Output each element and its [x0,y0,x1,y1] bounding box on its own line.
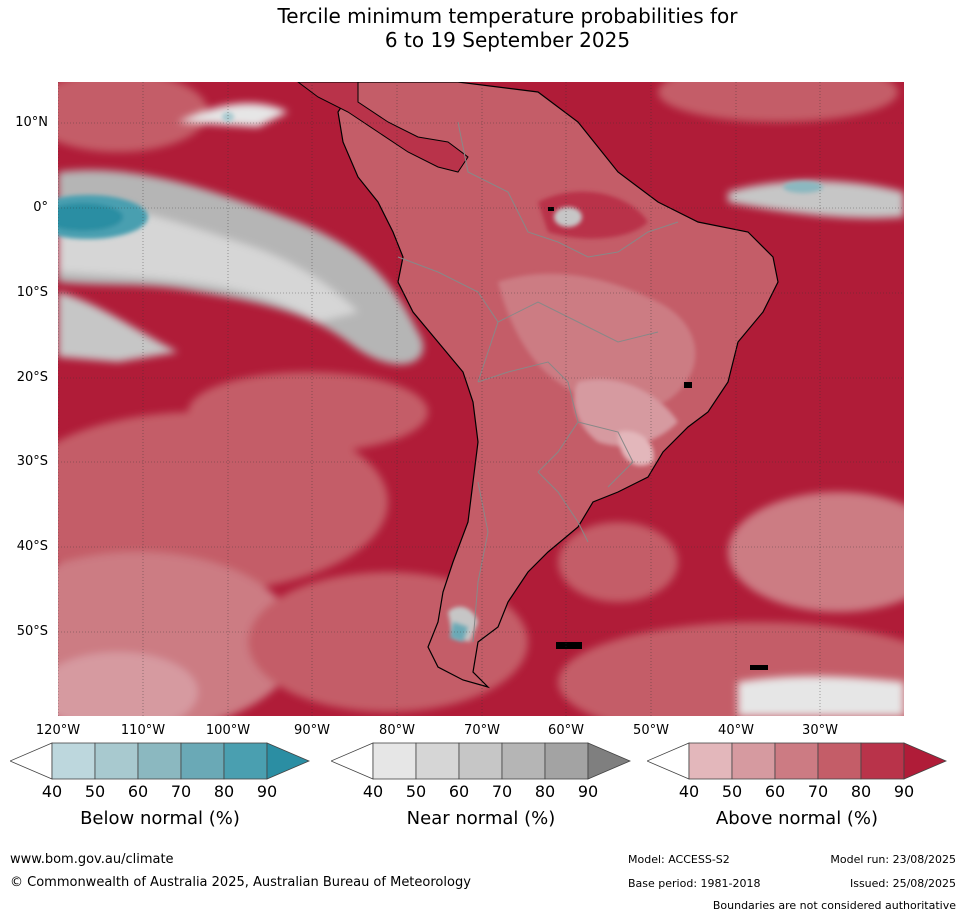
colorbar-segment [860,742,905,780]
map-svg [58,82,904,716]
footer-disclaimer: Boundaries are not considered authoritat… [712,899,956,912]
colorbar-segment [372,742,417,780]
colorbar-low-extend [645,742,690,780]
colorbar-tick-label: 80 [213,782,235,801]
lon-label-30w: 30°W [802,723,838,738]
footer-model: Model: ACCESS-S2 [628,853,730,866]
colorbar-tick-label: 90 [256,782,278,801]
colorbar-near-normal [329,742,632,784]
colorbar-tick-label: 70 [491,782,513,801]
colorbar-above-normal [645,742,948,784]
colorbar-tick-label: 40 [362,782,384,801]
south-america-land [337,82,779,689]
near-normal-band [58,103,904,716]
colorbar-tick-label: 70 [807,782,829,801]
colorbar-tick-label: 50 [405,782,427,801]
lat-label-40s: 40°S [16,539,48,554]
map-title: Tercile minimum temperature probabilitie… [0,4,965,52]
colorbar-title-above: Above normal (%) [715,808,879,829]
lat-label-10s: 10°S [16,285,48,300]
colorbar-segment [458,742,503,780]
probability-map[interactable] [58,82,904,716]
islands [548,207,768,670]
lat-label-10n: 10°N [15,115,48,130]
colorbar-tick-label: 40 [41,782,63,801]
colorbar-segment [415,742,460,780]
colorbar-segment [137,742,182,780]
colorbar-title-below: Below normal (%) [80,808,240,829]
footer-website-link[interactable]: www.bom.gov.au/climate [10,852,174,867]
colorbar-tick-label: 60 [448,782,470,801]
colorbar-segment [94,742,139,780]
colorbar-high-extend [903,742,948,780]
colorbar-segment [51,742,96,780]
lat-label-20s: 20°S [16,370,48,385]
lon-label-90w: 90°W [294,723,330,738]
lon-label-100w: 100°W [205,723,251,738]
title-line-1: Tercile minimum temperature probabilitie… [277,4,738,28]
colorbar-tick-label: 40 [678,782,700,801]
colorbar-segment [731,742,776,780]
colorbar-high-extend [266,742,311,780]
colorbar-tick-label: 60 [764,782,786,801]
colorbar-segment [774,742,819,780]
graticule [58,82,904,716]
lon-label-120w: 120°W [35,723,81,738]
above-normal-mid-areas [58,82,904,716]
colorbar-tick-label: 60 [127,782,149,801]
footer-issued: Issued: 25/08/2025 [849,877,956,890]
lat-label-30s: 30°S [16,454,48,469]
colorbar-below-normal [8,742,311,784]
colorbar-tick-label: 80 [534,782,556,801]
colorbar-tick-label: 90 [893,782,915,801]
lon-label-110w: 110°W [120,723,166,738]
lat-label-0: 0° [33,200,48,215]
colorbar-tick-label: 50 [84,782,106,801]
colorbar-segment [180,742,225,780]
colorbar-segment [544,742,589,780]
footer-base-period: Base period: 1981-2018 [628,877,761,890]
lon-label-60w: 60°W [548,723,584,738]
colorbar-low-extend [329,742,374,780]
central-america-land [297,82,469,173]
colorbar-tick-label: 50 [721,782,743,801]
lon-label-80w: 80°W [379,723,415,738]
colorbar-tick-label: 70 [170,782,192,801]
colorbar-tick-label: 80 [850,782,872,801]
footer-model-run: Model run: 23/08/2025 [830,853,956,866]
colorbar-title-near: Near normal (%) [406,808,556,829]
colorbar-high-extend [587,742,632,780]
colorbar-segment [688,742,733,780]
title-line-2: 6 to 19 September 2025 [384,28,631,52]
lat-label-50s: 50°S [16,624,48,639]
lon-label-50w: 50°W [633,723,669,738]
footer-copyright: © Commonwealth of Australia 2025, Austra… [10,875,471,890]
colorbar-segment [817,742,862,780]
colorbar-segment [223,742,268,780]
country-borders [397,121,679,643]
colorbar-segment [501,742,546,780]
lon-label-70w: 70°W [464,723,500,738]
colorbar-low-extend [8,742,53,780]
colorbar-tick-label: 90 [577,782,599,801]
lon-label-40w: 40°W [718,723,754,738]
